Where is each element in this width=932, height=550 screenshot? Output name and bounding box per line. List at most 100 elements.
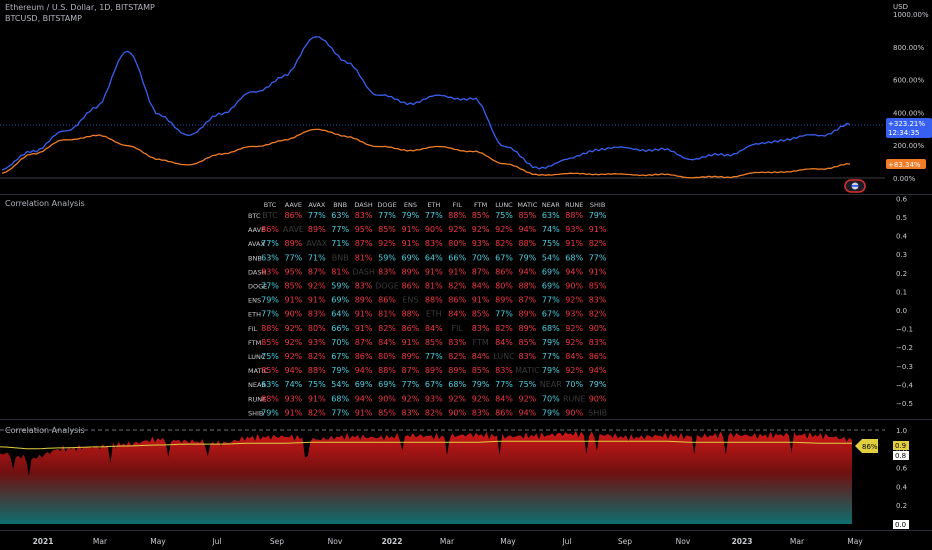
- table-cell: 86%: [402, 282, 420, 291]
- table-cell: 86%: [495, 408, 513, 417]
- table-cell: 91%: [448, 267, 466, 276]
- table-cell: 91%: [308, 296, 326, 305]
- price-axis[interactable]: 1000.00% 800.00% 600.00% 400.00% 200.00% 0.00…: [893, 11, 929, 183]
- table-cell: 92%: [472, 394, 490, 403]
- table-row-header: SHIB: [248, 409, 263, 417]
- table-cell: 77%: [495, 380, 513, 389]
- table-row-header: LUNC: [248, 353, 266, 361]
- table-cell: 83%: [425, 239, 443, 248]
- correlation-table-pane[interactable]: Correlation Analysis 0.60.50.40.30.20.10…: [5, 195, 914, 417]
- table-cell: 83%: [402, 408, 420, 417]
- table-cell: 84%: [472, 282, 490, 291]
- table-cell: 84%: [565, 352, 583, 361]
- table-row-header: FIL: [248, 325, 258, 333]
- table-cell: 63%: [331, 211, 349, 220]
- table-row-header: DOGE: [248, 283, 267, 291]
- table-cell: FIL: [451, 324, 463, 333]
- btc-last-value-badge: [886, 159, 926, 169]
- table-cell: 92%: [308, 282, 326, 291]
- table-cell: 77%: [285, 253, 303, 262]
- table-column-header: NEAR: [542, 201, 560, 209]
- table-cell: 79%: [542, 338, 560, 347]
- table-cell: 94%: [519, 408, 537, 417]
- table-cell: 75%: [261, 352, 279, 361]
- table-cell: 94%: [355, 366, 373, 375]
- table-cell: 69%: [542, 267, 560, 276]
- table-cell: 91%: [308, 394, 326, 403]
- time-axis-label: Sep: [270, 537, 284, 546]
- table-column-header: LUNC: [495, 201, 513, 209]
- table-row-header: AAVE: [248, 226, 265, 234]
- table-cell: 91%: [285, 408, 303, 417]
- table-cell: 87%: [472, 267, 490, 276]
- table-cell: 85%: [285, 282, 303, 291]
- table-cell: 94%: [589, 366, 607, 375]
- time-axis-label: Nov: [676, 537, 691, 546]
- time-axis[interactable]: 2021 Mar May Jul Sep Nov 2022 Mar May Jul Sep Nov 20…: [33, 537, 864, 546]
- table-cell: 69%: [402, 253, 420, 262]
- table-cell: 66%: [448, 253, 466, 262]
- table-cell: 79%: [472, 380, 490, 389]
- table-cell: 91%: [589, 267, 607, 276]
- table-cell: 79%: [589, 211, 607, 220]
- table-column-header: AAVE: [285, 201, 302, 209]
- time-axis-label: May: [500, 537, 516, 546]
- table-cell: 82%: [308, 408, 326, 417]
- table-cell: 86%: [402, 324, 420, 333]
- table-row-header: RUNE: [248, 395, 266, 403]
- table-cell: 92%: [378, 239, 396, 248]
- table-cell: 67%: [542, 310, 560, 319]
- table-cell: 92%: [448, 225, 466, 234]
- table-cell: 80%: [378, 352, 396, 361]
- table-cell: 64%: [425, 253, 443, 262]
- eth-series-line: [1, 36, 851, 171]
- table-row-header: NEAR: [248, 381, 266, 389]
- table-cell: 59%: [378, 253, 396, 262]
- table-cell: 89%: [495, 296, 513, 305]
- price-axis-label: 1000.00%: [893, 11, 929, 19]
- table-cell: 92%: [472, 225, 490, 234]
- time-axis-label: May: [150, 537, 166, 546]
- correlation-area-pane[interactable]: Correlation Analysis 1.00.80.60.40.20.0 …: [0, 426, 909, 529]
- table-cell: 95%: [355, 225, 373, 234]
- table-cell: 63%: [261, 253, 279, 262]
- table-cell: 92%: [402, 394, 420, 403]
- price-axis-label: 600.00%: [893, 77, 924, 85]
- bottom-pane-title: Correlation Analysis: [5, 426, 85, 435]
- table-cell: 70%: [542, 394, 560, 403]
- table-cell: 77%: [495, 310, 513, 319]
- table-cell: 85%: [472, 366, 490, 375]
- table-cell: 89%: [285, 239, 303, 248]
- price-pane[interactable]: 1000.00% 800.00% 600.00% 400.00% 200.00% 0.00…: [0, 11, 932, 193]
- table-cell: 88%: [519, 282, 537, 291]
- table-column-header: FIL: [453, 201, 463, 209]
- table-cell: 88%: [261, 324, 279, 333]
- table-cell: 74%: [542, 225, 560, 234]
- table-cell: 89%: [402, 267, 420, 276]
- table-cell: 79%: [331, 366, 349, 375]
- table-cell: 82%: [425, 408, 443, 417]
- table-cell: FTM: [472, 338, 488, 347]
- time-axis-label: 2023: [732, 537, 753, 546]
- time-axis-label: Mar: [440, 537, 455, 546]
- table-cell: 77%: [308, 211, 326, 220]
- table-column-header: BTC: [264, 201, 277, 209]
- table-cell: 92%: [285, 338, 303, 347]
- price-axis-label: 800.00%: [893, 44, 924, 52]
- table-cell: 83%: [589, 338, 607, 347]
- table-cell: 88%: [308, 366, 326, 375]
- table-cell: 90%: [565, 408, 583, 417]
- table-cell: 68%: [565, 253, 583, 262]
- table-cell: 68%: [542, 324, 560, 333]
- table-cell: 90%: [448, 408, 466, 417]
- table-pane-axis[interactable]: 0.6 0.5 0.4 0.3 0.2 0.1 0.0 −0.1 −0.2 −0.3 −0.4 −0.…: [896, 195, 914, 408]
- table-cell: BNB: [332, 253, 349, 262]
- mean-value-badge: [855, 439, 878, 453]
- scale-badge-top: [893, 441, 909, 450]
- table-cell: 87%: [355, 338, 373, 347]
- table-axis-label: −0.5: [896, 400, 913, 408]
- table-cell: 86%: [589, 352, 607, 361]
- table-axis-label: 0.1: [896, 288, 907, 296]
- table-cell: 77%: [261, 239, 279, 248]
- table-cell: 91%: [402, 239, 420, 248]
